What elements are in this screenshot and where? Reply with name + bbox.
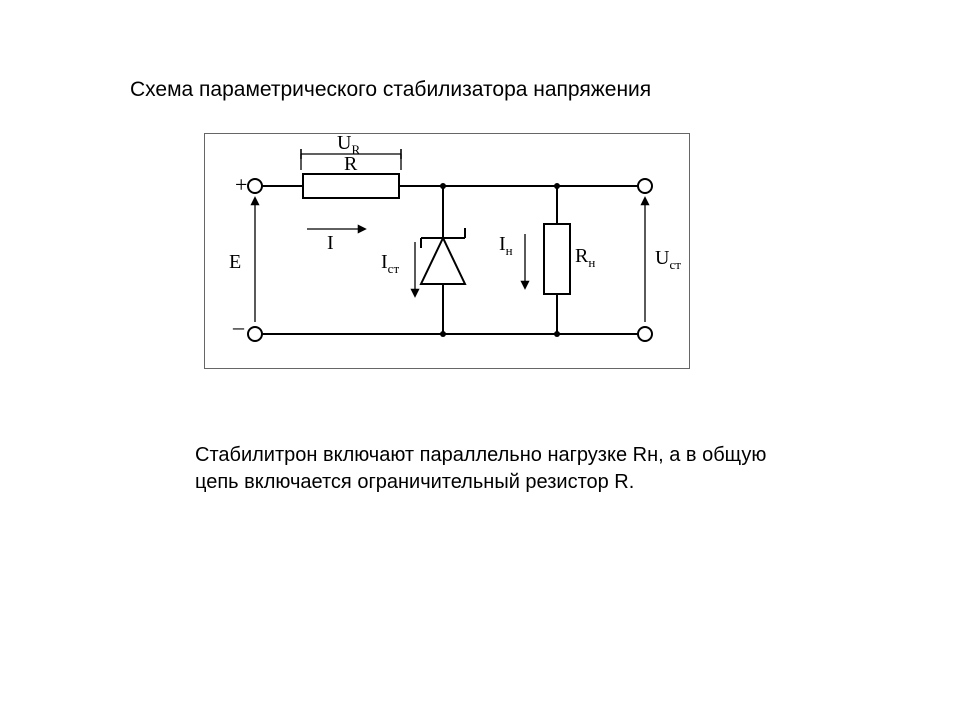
page-title: Схема параметрического стабилизатора нап… xyxy=(130,78,651,102)
terminal-out-top xyxy=(638,179,652,193)
junction-dot xyxy=(554,331,560,337)
voltage-label-e: E xyxy=(229,251,241,273)
junction-dot xyxy=(554,183,560,189)
circuit-diagram-frame: R UR Rн E Uст xyxy=(204,133,690,369)
caption-text: Стабилитрон включают параллельно нагрузк… xyxy=(195,442,815,496)
resistor-load xyxy=(544,224,570,294)
page: Схема параметрического стабилизатора нап… xyxy=(0,0,960,720)
terminal-in-top xyxy=(248,179,262,193)
current-label-in: Iн xyxy=(499,233,513,258)
voltage-label-ust: Uст xyxy=(655,247,681,272)
junction-dot xyxy=(440,183,446,189)
ur-label: UR xyxy=(337,134,360,157)
plus-sign: + xyxy=(235,172,247,197)
circuit-diagram: R UR Rн E Uст xyxy=(205,134,689,368)
junction-dot xyxy=(440,331,446,337)
resistor-load-label: Rн xyxy=(575,245,595,270)
current-label-ist: Iст xyxy=(381,251,399,276)
zener-diode-icon xyxy=(421,238,465,284)
minus-sign: – xyxy=(232,314,245,339)
resistor-series xyxy=(303,174,399,198)
current-label-i: I xyxy=(327,232,334,254)
terminal-out-bot xyxy=(638,327,652,341)
terminal-in-bot xyxy=(248,327,262,341)
